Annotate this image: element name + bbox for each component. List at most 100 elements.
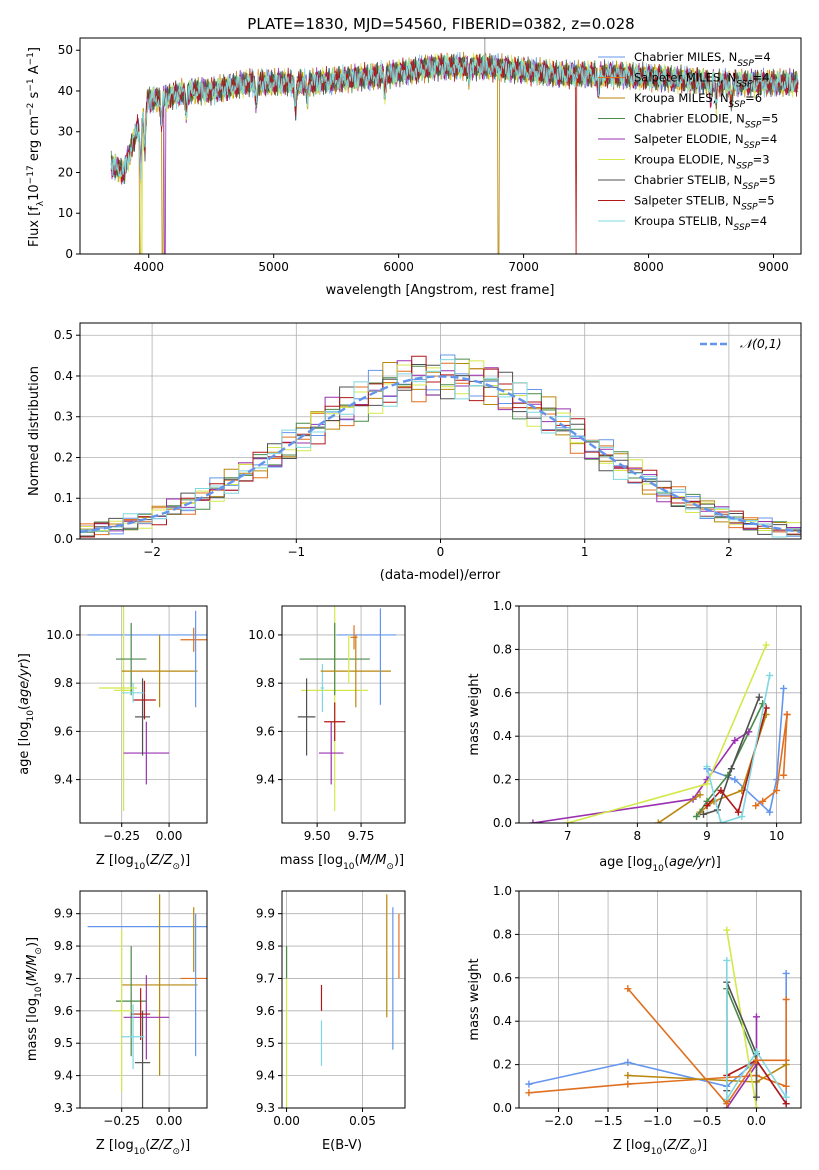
plot-area	[525, 926, 790, 1108]
x-tick-label: 7000	[508, 260, 539, 274]
weight-line	[782, 714, 788, 776]
y-tick-label: 9.6	[54, 1004, 73, 1018]
weight-marker	[752, 1013, 760, 1021]
weight-line	[627, 988, 787, 1106]
x-axis-label: mass [log10(M/M⊙)]	[280, 853, 404, 872]
x-tick-label: 9	[703, 829, 711, 843]
x-tick-label: 10	[769, 829, 784, 843]
y-tick-label: 9.9	[256, 907, 275, 921]
x-axis-label: E(B-V)	[322, 1138, 362, 1153]
weight-marker	[780, 771, 788, 779]
y-tick-label: 10.0	[248, 628, 275, 642]
weight-line	[657, 794, 701, 823]
y-axis-label: age [log10(age/yr)]	[17, 653, 36, 775]
y-tick-label: 30	[58, 125, 73, 139]
weight-marker	[734, 808, 742, 816]
figure-title: PLATE=1830, MJD=54560, FIBERID=0382, z=0…	[247, 15, 634, 33]
weight-marker	[752, 802, 760, 810]
x-axis-label: Z [log10(Z/Z⊙)]	[613, 1138, 707, 1157]
legend-label: Salpeter ELODIE, NSSP=4	[634, 132, 777, 151]
weight-marker	[752, 1093, 760, 1101]
weight-line	[703, 696, 760, 816]
axes-weight-vs-Z: −2.0 −1.5 −1.0 −0.5 0.0 0.0 0.2 0.4 0.6 0.8 1.0 mas…	[467, 884, 802, 1157]
x-tick-label: −0.25	[103, 1114, 140, 1128]
spectrum-legend: Chabrier MILES, NSSP=4 Salpeter MILES, NS…	[598, 50, 778, 233]
legend-label: 𝒩(0,1)	[740, 336, 782, 351]
y-tick-label: 9.4	[256, 773, 275, 787]
weight-marker	[783, 711, 791, 718]
weight-marker	[773, 786, 781, 794]
weight-marker	[624, 1080, 632, 1088]
plot-area	[80, 354, 801, 538]
axis-frame	[518, 890, 802, 1109]
weight-marker	[782, 1056, 790, 1064]
legend-label: Chabrier ELODIE, NSSP=5	[634, 112, 778, 131]
y-tick-label: 10.0	[46, 628, 73, 642]
weight-line	[726, 960, 787, 1103]
weight-line	[755, 714, 788, 807]
y-tick-label: 0.2	[54, 450, 73, 464]
plot-area	[87, 606, 207, 811]
plot-area	[110, 38, 799, 254]
y-tick-label: 0.1	[54, 491, 73, 505]
weight-marker	[525, 1089, 533, 1097]
axis-frame	[518, 605, 802, 824]
x-tick-label: 1	[581, 545, 589, 559]
weight-marker	[703, 763, 711, 771]
histogram-step-7	[80, 355, 801, 538]
y-tick-label: 9.6	[256, 724, 275, 738]
plot-area	[87, 894, 207, 1108]
y-tick-label: 9.4	[54, 1069, 73, 1083]
y-tick-label: 0.2	[493, 773, 512, 787]
weight-marker	[703, 780, 711, 788]
weight-marker	[782, 996, 790, 1003]
weight-marker	[738, 812, 746, 820]
x-tick-label: 2	[725, 545, 733, 559]
x-tick-label: −1.0	[643, 1114, 672, 1128]
y-tick-label: 9.8	[256, 939, 275, 953]
axis-frame	[79, 890, 208, 1109]
y-tick-label: 0	[65, 247, 73, 261]
weight-line	[706, 675, 771, 823]
y-tick-label: 9.3	[256, 1101, 275, 1115]
y-tick-label: 0.4	[493, 729, 512, 743]
axis-frame	[79, 605, 208, 824]
x-axis-label: wavelength [Angstrom, rest frame]	[326, 283, 555, 298]
x-tick-label: 9.75	[348, 829, 375, 843]
y-tick-label: 9.8	[54, 676, 73, 690]
histogram-step-8	[80, 359, 801, 538]
y-tick-label: 9.8	[256, 676, 275, 690]
y-tick-label: 1.0	[493, 884, 512, 898]
x-tick-label: 5000	[258, 260, 289, 274]
legend-label: Kroupa ELODIE, NSSP=3	[634, 153, 770, 172]
weight-marker	[700, 810, 708, 818]
y-tick-label: 9.4	[54, 773, 73, 787]
x-tick-label: −1	[287, 545, 305, 559]
x-tick-label: 0.00	[156, 1114, 183, 1128]
axes-residuals: −2 −1 0 1 2 0.0 0.1 0.2 0.3 0.4 0.5 𝒩(0,1) (data-mod…	[27, 322, 802, 583]
y-tick-label: 9.9	[54, 907, 73, 921]
weight-marker	[759, 700, 767, 708]
weight-marker	[717, 819, 725, 823]
weight-marker	[782, 1082, 790, 1090]
plot-area	[285, 894, 400, 1108]
axis-frame	[281, 890, 406, 1109]
x-tick-label: 0.0	[747, 1114, 766, 1128]
weight-marker	[731, 737, 739, 745]
axes-spectrum: 4000 5000 6000 7000 8000 9000 0 10 20 30 40 50 Chabr…	[26, 37, 802, 298]
x-tick-label: 8000	[633, 260, 664, 274]
y-axis-label: Flux [fλ10−17 erg cm−2 s−1 A−1]	[26, 47, 46, 247]
x-tick-label: −0.25	[103, 829, 140, 843]
y-tick-label: 9.8	[54, 939, 73, 953]
weight-marker	[759, 797, 767, 805]
weight-marker	[696, 791, 704, 799]
y-tick-label: 0.6	[493, 971, 512, 985]
y-tick-label: 0.3	[54, 410, 73, 424]
y-axis-label: mass weight	[467, 673, 482, 755]
legend-label: Salpeter MILES, NSSP=4	[634, 71, 770, 90]
weight-marker	[727, 765, 735, 773]
weight-marker	[762, 641, 770, 649]
axis-frame	[79, 37, 802, 255]
y-axis-label: mass [log10(M/M⊙)]	[25, 937, 44, 1061]
weight-marker	[766, 808, 774, 816]
